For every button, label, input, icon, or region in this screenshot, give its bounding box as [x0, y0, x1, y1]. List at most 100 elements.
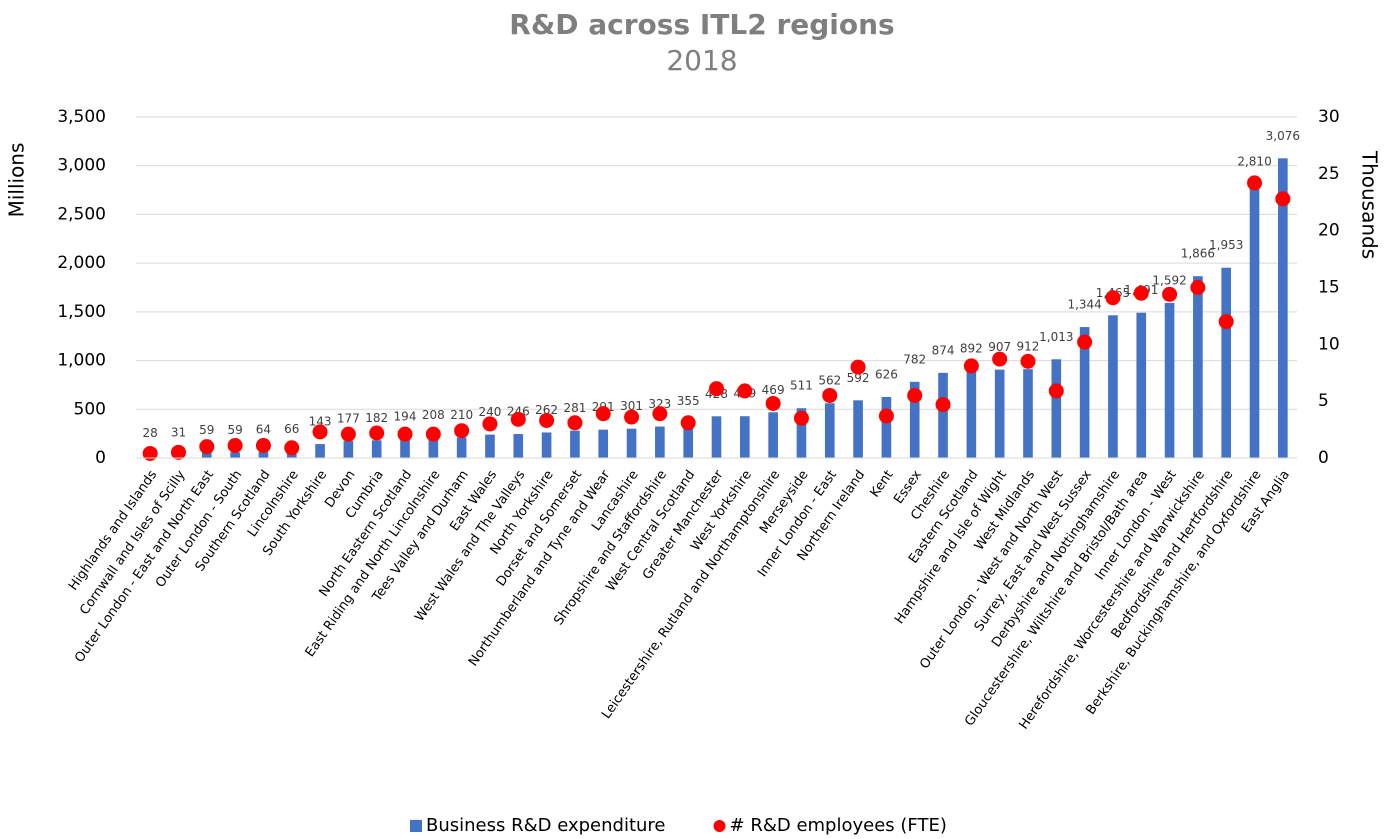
data-label: 469 [762, 383, 785, 397]
data-label: 240 [479, 405, 502, 419]
data-label: 28 [143, 426, 158, 440]
scatter-point [340, 426, 356, 442]
bar [1079, 327, 1090, 458]
bar [1051, 359, 1062, 458]
scatter-point [878, 408, 894, 424]
scatter-point [1190, 280, 1206, 295]
scatter-point [1077, 334, 1093, 350]
scatter-point [482, 416, 498, 432]
scatter-point [793, 410, 809, 426]
bar [711, 416, 722, 458]
scatter-point [595, 406, 611, 422]
bar [400, 439, 410, 458]
data-label: 194 [394, 410, 417, 424]
bar [796, 408, 807, 458]
y-tick-label: 3,500 [57, 107, 106, 127]
scatter-point [935, 397, 951, 413]
chart-title: R&D across ITL2 regions [509, 8, 894, 41]
y-tick-label: 500 [74, 399, 106, 419]
y2-tick-label: 10 [1318, 334, 1340, 354]
bar [428, 437, 439, 458]
bar [1249, 184, 1260, 458]
y2-tick-label: 30 [1318, 107, 1340, 127]
y2-tick-label: 20 [1318, 221, 1340, 241]
bar [485, 434, 495, 458]
data-label: 66 [284, 422, 299, 436]
bar [230, 452, 240, 458]
data-label: 177 [337, 411, 360, 425]
bar [513, 434, 524, 458]
scatter-point [142, 445, 158, 461]
data-label: 874 [932, 343, 955, 357]
scatter-point [199, 439, 215, 455]
data-label: 31 [171, 425, 186, 439]
data-label: 1,344 [1067, 298, 1101, 312]
scatter-point [1105, 290, 1121, 306]
data-label: 301 [620, 399, 643, 413]
data-label: 3,076 [1266, 129, 1300, 143]
bar [853, 400, 863, 458]
scatter-point [992, 351, 1008, 367]
bar [201, 452, 212, 458]
bar [1023, 369, 1033, 458]
y-tick-label: 0 [95, 448, 106, 468]
y-tick-label: 1,500 [57, 302, 106, 322]
scatter-point [567, 415, 583, 431]
scatter-point [255, 437, 271, 453]
data-label: 592 [847, 371, 870, 385]
bar [768, 412, 778, 458]
data-label: 210 [450, 408, 473, 422]
data-label: 59 [199, 423, 214, 437]
data-label: 626 [875, 368, 898, 382]
chart-subtitle: 2018 [666, 44, 737, 77]
bar [655, 426, 665, 458]
scatter-point [425, 426, 441, 442]
legend-label: Business R&D expenditure [426, 815, 666, 836]
data-label: 143 [309, 415, 332, 429]
data-label: 782 [903, 352, 926, 366]
scatter-point [312, 424, 328, 440]
y2-axis-title: Thousands [1358, 150, 1382, 259]
bar [1193, 276, 1203, 458]
bar [1164, 302, 1175, 458]
legend-swatch [713, 820, 726, 832]
y2-tick-label: 0 [1318, 448, 1329, 468]
data-label: 892 [960, 342, 983, 356]
bar [683, 423, 693, 458]
bar [994, 369, 1005, 458]
scatter-point [454, 423, 470, 439]
scatter-point [765, 395, 781, 411]
scatter-point [369, 425, 385, 441]
bar [740, 416, 750, 458]
bar [938, 372, 948, 458]
y-axis-title: Millions [5, 143, 29, 218]
bar [456, 437, 467, 458]
data-label: 281 [563, 401, 586, 415]
scatter-point [1247, 175, 1263, 191]
scatter-point [680, 415, 696, 431]
scatter-point [822, 387, 838, 403]
scatter-point [907, 387, 923, 403]
bar [824, 403, 835, 458]
data-label: 1,013 [1039, 330, 1073, 344]
scatter-point [1133, 285, 1149, 301]
scatter-point [1162, 286, 1178, 302]
bar [343, 440, 354, 458]
scatter-point [1020, 353, 1036, 369]
bar [1221, 267, 1232, 458]
scatter-point [1048, 383, 1064, 399]
scatter-point [963, 358, 979, 374]
scatter-point [624, 409, 640, 425]
scatter-point [850, 359, 866, 375]
data-label: 907 [988, 340, 1011, 354]
data-label: 562 [818, 374, 841, 388]
bar [626, 428, 637, 458]
bar [1136, 312, 1147, 458]
scatter-point [284, 440, 300, 456]
y-tick-label: 2,500 [57, 204, 106, 224]
data-label: 64 [256, 422, 271, 436]
y2-tick-label: 15 [1318, 278, 1340, 298]
data-label: 912 [1017, 340, 1040, 354]
data-label: 59 [227, 423, 242, 437]
data-label: 323 [648, 397, 671, 411]
